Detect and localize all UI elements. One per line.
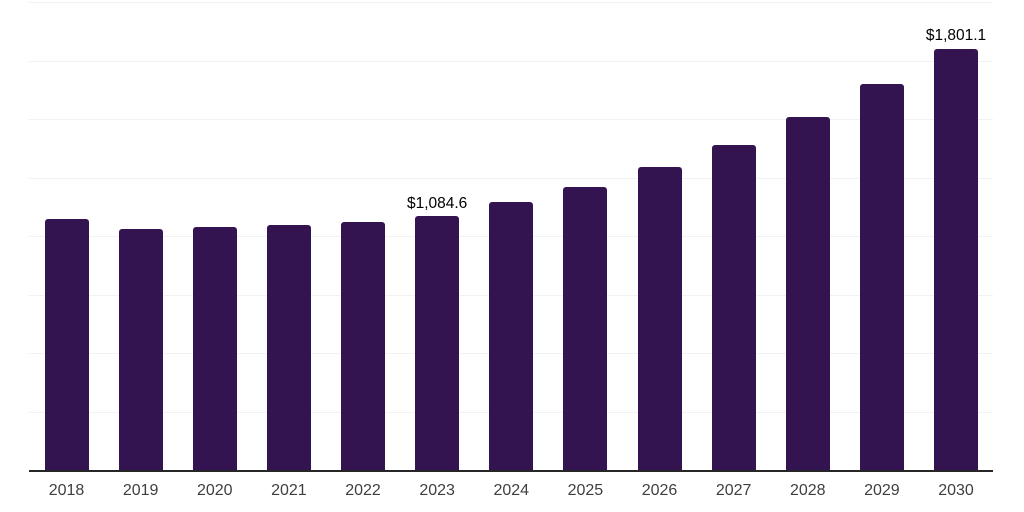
x-tick-label-2018: 2018 [48, 482, 85, 499]
x-tick-label-2019: 2019 [122, 482, 159, 499]
x-tick-label-2027: 2027 [715, 482, 752, 499]
x-axis-line [29, 470, 993, 472]
bar-2018 [44, 219, 89, 470]
bar-value-label-2030: $1,801.1 [925, 27, 987, 45]
x-tick-label-2020: 2020 [196, 482, 233, 499]
bar-2023 [415, 216, 460, 470]
x-tick-label-2025: 2025 [567, 482, 604, 499]
bar-2026 [637, 166, 682, 470]
x-tick-label-2029: 2029 [864, 482, 900, 499]
bar-value-label-2023: $1,084.6 [406, 194, 468, 212]
bar-2020 [192, 226, 237, 470]
gridline-2000 [29, 2, 993, 3]
bar-2025 [563, 186, 608, 470]
x-tick-label-2028: 2028 [789, 482, 826, 499]
x-tick-label-2022: 2022 [345, 482, 381, 499]
bar-2021 [266, 224, 311, 470]
bar-2024 [489, 201, 534, 470]
bar-2027 [711, 144, 756, 470]
x-tick-label-2024: 2024 [493, 482, 530, 499]
x-tick-label-2026: 2026 [641, 482, 678, 499]
bar-2022 [341, 222, 385, 470]
gridline-1500 [29, 119, 993, 120]
gridline-1250 [29, 177, 993, 179]
bar-2029 [859, 84, 904, 470]
plot-area: $1,084.6 $1,801.1 [29, 2, 993, 470]
bar-2019 [118, 228, 163, 470]
gridline-1750 [29, 60, 993, 62]
x-tick-label-2023: 2023 [419, 482, 455, 499]
x-tick-label-2021: 2021 [271, 482, 307, 499]
bar-2030 [934, 48, 978, 470]
bar-2028 [785, 117, 830, 470]
x-tick-label-2030: 2030 [938, 482, 974, 499]
